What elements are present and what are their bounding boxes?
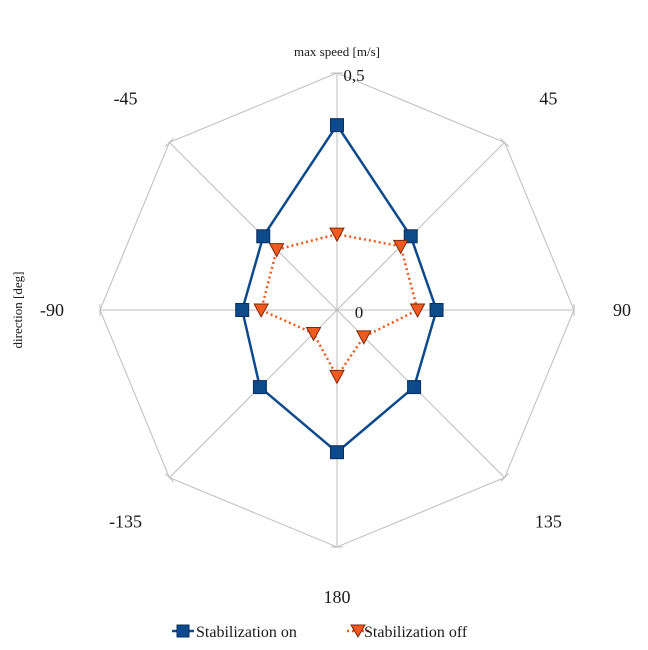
radar-series — [235, 118, 444, 460]
data-point — [407, 380, 422, 395]
data-point — [305, 326, 322, 342]
grid-tick — [499, 137, 510, 148]
grid-tick — [164, 472, 175, 483]
grid-spoke — [336, 142, 505, 311]
radial-tick-max: 0,5 — [343, 66, 364, 85]
data-point — [329, 369, 345, 385]
series-stabilization-off — [253, 227, 426, 385]
data-point — [403, 229, 418, 244]
data-point — [253, 303, 269, 319]
direction-label: 90 — [613, 300, 631, 320]
direction-label: -90 — [40, 300, 64, 320]
side-axis-label: direction [deg] — [10, 272, 25, 349]
direction-label: -45 — [114, 89, 138, 109]
legend-marker-triangle — [350, 624, 366, 638]
series-line — [259, 232, 419, 378]
legend-label-stabilization-off: Stabilization off — [364, 624, 468, 641]
direction-label: -135 — [109, 511, 142, 531]
data-point — [268, 243, 285, 258]
data-point — [330, 445, 344, 460]
direction-label: 180 — [324, 587, 351, 607]
grid-spoke — [169, 142, 338, 311]
legend-label-stabilization-on: Stabilization on — [196, 624, 297, 641]
data-point — [329, 227, 345, 243]
legend: Stabilization on Stabilization off — [172, 624, 468, 641]
legend-item-stabilization-on: Stabilization on — [172, 624, 297, 641]
data-point — [235, 303, 250, 317]
series-stabilization-on — [235, 118, 444, 460]
direction-label: 45 — [539, 89, 557, 109]
radar-grid — [99, 72, 575, 548]
radial-tick-center: 0 — [355, 303, 364, 322]
data-point — [392, 239, 409, 255]
data-point — [409, 303, 426, 319]
data-point — [256, 229, 271, 244]
data-point — [355, 330, 372, 345]
radar-labels: max speed [m/s] 0,5 0 direction [deg] 0-… — [10, 44, 631, 607]
direction-label: 135 — [535, 511, 562, 531]
legend-item-stabilization-off: Stabilization off — [347, 624, 468, 641]
data-point — [252, 380, 267, 395]
data-point — [330, 118, 344, 133]
data-point — [429, 303, 444, 317]
grid-tick — [499, 472, 510, 483]
axis-title: max speed [m/s] — [294, 44, 380, 59]
series-line — [240, 123, 438, 454]
grid-tick — [164, 137, 175, 148]
legend-marker-square — [176, 624, 190, 638]
